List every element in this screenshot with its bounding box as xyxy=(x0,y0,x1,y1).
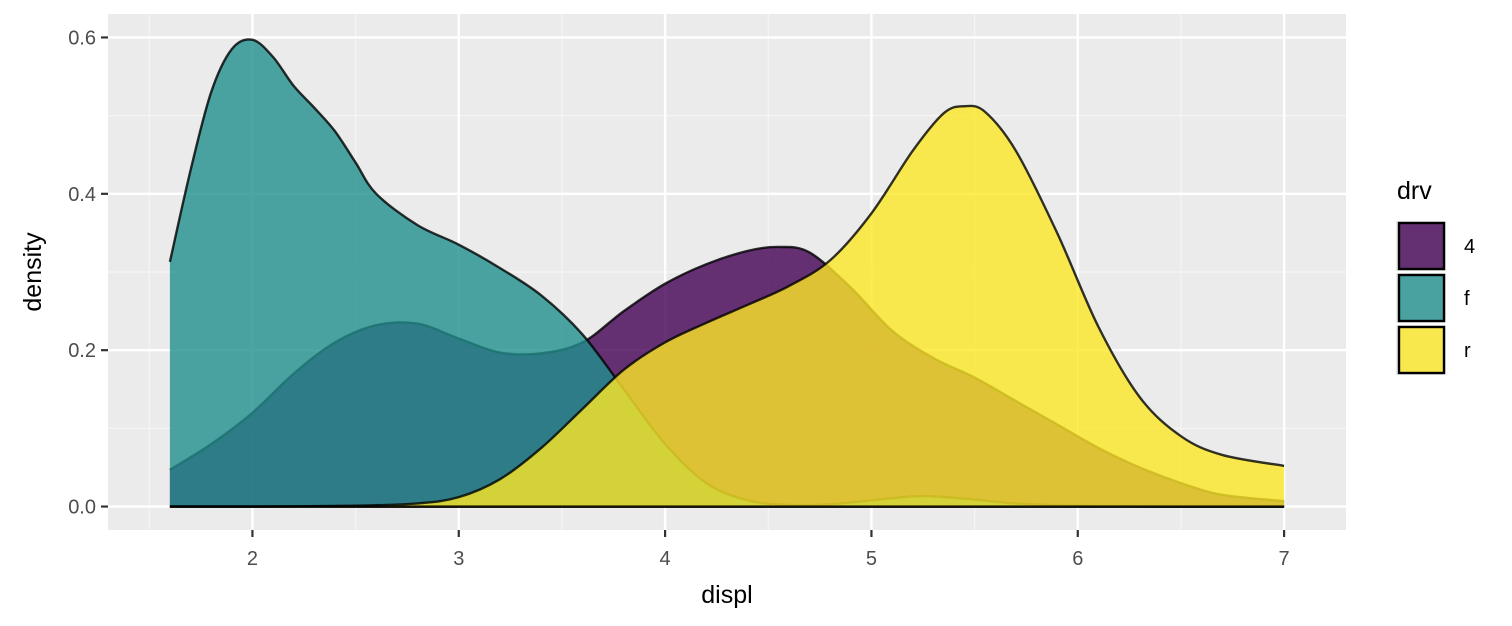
legend-item-4: 4 xyxy=(1396,221,1475,271)
y-tick-label: 0.4 xyxy=(68,184,96,206)
x-tick-label: 2 xyxy=(247,548,258,570)
x-axis: 2 3 4 5 6 7 xyxy=(247,530,1290,570)
y-tick-label: 0.2 xyxy=(68,340,96,362)
x-tick-label: 7 xyxy=(1279,548,1290,570)
y-axis-title: density xyxy=(19,232,47,312)
x-axis-title: displ xyxy=(701,581,752,609)
density-fill-f xyxy=(169,39,1285,507)
density-fill-r xyxy=(169,105,1285,507)
x-tick-label: 4 xyxy=(660,548,671,570)
legend-item-r: r xyxy=(1396,325,1471,375)
legend-swatch-r xyxy=(1397,325,1446,375)
legend-label-r: r xyxy=(1464,340,1471,362)
legend-swatch-4 xyxy=(1397,221,1446,271)
density-series-r xyxy=(169,104,1285,508)
legend-title: drv xyxy=(1397,177,1432,205)
legend-swatch-f xyxy=(1397,273,1446,323)
y-tick-label: 0.6 xyxy=(68,27,96,49)
legend-label-f: f xyxy=(1464,288,1470,310)
density-line-r xyxy=(169,104,1285,508)
legend-label-4: 4 xyxy=(1464,236,1475,258)
x-tick-label: 6 xyxy=(1072,548,1083,570)
density-areas xyxy=(168,38,1285,508)
y-tick-label: 0.0 xyxy=(68,497,96,519)
x-tick-label: 5 xyxy=(866,548,877,570)
x-tick-label: 3 xyxy=(453,548,464,570)
legend-item-f: f xyxy=(1396,273,1470,323)
legend: drv 4 f r xyxy=(1396,177,1475,375)
y-axis: 0.0 0.2 0.4 0.6 xyxy=(68,27,108,519)
